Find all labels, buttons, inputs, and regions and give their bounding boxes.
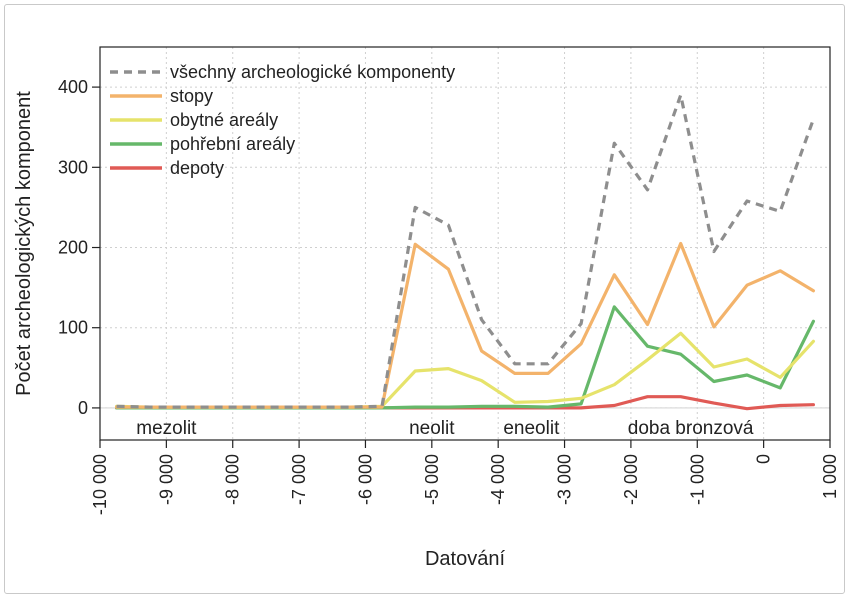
y-tick-label: 300 (58, 157, 88, 177)
legend-label: stopy (170, 86, 213, 106)
x-axis-label: Datování (425, 548, 505, 570)
legend-label: obytné areály (170, 110, 278, 130)
series-line-0 (116, 93, 815, 409)
x-tick-label: -7 000 (289, 454, 309, 505)
y-tick-label: 0 (78, 398, 88, 418)
chart-frame (4, 4, 845, 594)
legend: všechny archeologické komponenty stopy oby… (110, 62, 455, 178)
x-tick-label: -8 000 (223, 454, 243, 505)
x-tick-label: -4 000 (488, 454, 508, 505)
legend-label: depoty (170, 158, 224, 178)
y-axis-label: Počet archeologických komponent (13, 91, 35, 396)
period-label: eneolit (503, 418, 560, 439)
period-label: neolit (409, 418, 455, 439)
x-tick-label: -10 000 (90, 454, 110, 515)
x-tick-label: -3 000 (555, 454, 575, 505)
y-tick-label: 100 (58, 318, 88, 338)
y-tick-label: 400 (58, 77, 88, 97)
legend-label: pohřební areály (170, 134, 295, 154)
x-tick-label: -1 000 (687, 454, 707, 505)
series-lines (114, 93, 816, 411)
period-labels: mezolit neolit eneolit doba bronzová (136, 418, 754, 439)
plot-area-border (99, 46, 831, 441)
x-tick-label: -5 000 (422, 454, 442, 505)
x-tick-label: 0 (754, 454, 774, 464)
x-tick-label: 1 000 (820, 454, 840, 499)
series-line-3 (114, 305, 816, 410)
series-line-2 (114, 331, 816, 409)
axis-ticks: -10 000 -9 000 -8 000 -7 000 -6 000 -5 000 -4 … (58, 77, 840, 515)
x-tick-label: -2 000 (621, 454, 641, 505)
legend-label: všechny archeologické komponenty (170, 62, 455, 82)
period-label: mezolit (136, 418, 197, 439)
period-label: doba bronzová (628, 418, 754, 439)
x-tick-label: -6 000 (355, 454, 375, 505)
x-tick-label: -9 000 (156, 454, 176, 505)
y-tick-label: 200 (58, 238, 88, 258)
